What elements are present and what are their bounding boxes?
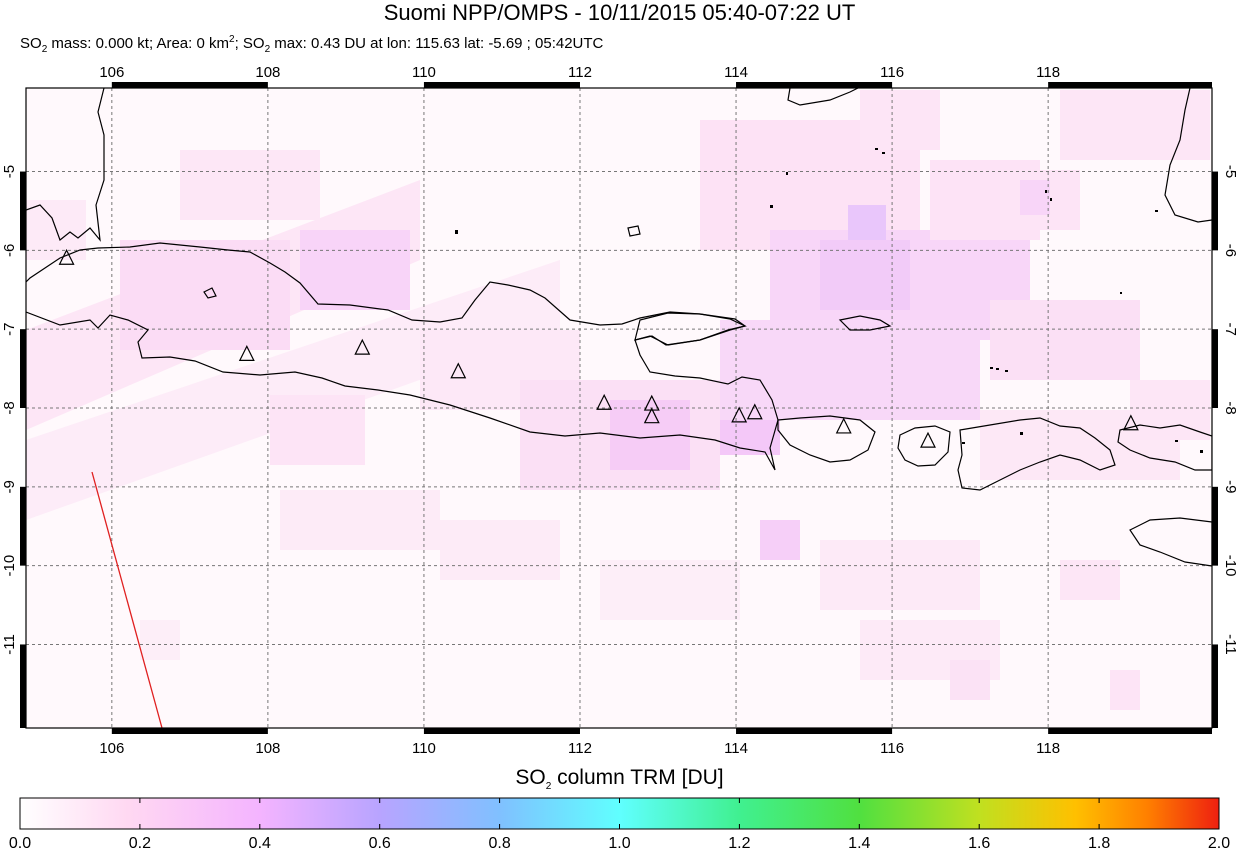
- frame-bar-top: [111, 82, 268, 88]
- colorbar-tick-label: 0.0: [8, 835, 32, 852]
- lat-tick-label-right: -8: [1222, 401, 1239, 414]
- swath-edge-line: [91, 471, 163, 729]
- volcano-markers: [58, 248, 1139, 448]
- volcano-triangle-icon: [58, 248, 75, 265]
- colorbar-tick-label: 0.6: [368, 835, 391, 852]
- small-islands: [455, 148, 1203, 453]
- frame-bar-left: [20, 171, 26, 251]
- sulawesi-coast: [1164, 88, 1212, 223]
- java-coast: [26, 242, 779, 471]
- lat-tick-label-right: -10: [1222, 555, 1239, 577]
- colorbar-tick-label: 1.8: [1087, 835, 1111, 852]
- lon-tick-label-top: 118: [1036, 64, 1060, 81]
- lat-tick-label-right: -9: [1222, 480, 1239, 493]
- bali-coast: [777, 415, 876, 463]
- volcano-triangle-icon: [1122, 414, 1139, 431]
- colorbar-tick-label: 0.4: [248, 835, 271, 852]
- bawean-island: [203, 287, 217, 299]
- volcano-triangle-icon: [354, 338, 371, 355]
- so2-summary: SO2 mass: 0.000 kt; Area: 0 km2; SO2 max…: [20, 34, 604, 55]
- lon-tick-label-bottom: 116: [880, 740, 904, 757]
- frame-bar-left: [20, 329, 26, 408]
- frame-bar-right: [1212, 329, 1218, 408]
- colorbar-tick-label: 1.0: [608, 835, 631, 852]
- frame-bar-bottom: [111, 728, 268, 734]
- frame-bar-right: [1212, 171, 1218, 251]
- lat-tick-label-right: -11: [1222, 634, 1239, 655]
- colorbar-tick-label: 1.4: [848, 835, 871, 852]
- lon-tick-label-top: 108: [255, 64, 280, 81]
- coastlines: [26, 88, 1212, 567]
- colorbar-tick-label: 0.2: [128, 835, 152, 852]
- lon-tick-label-top: 114: [724, 64, 748, 81]
- lon-tick-label-bottom: 112: [568, 740, 592, 757]
- karimunjawa-island: [627, 225, 641, 237]
- lat-tick-label-right: -6: [1222, 244, 1239, 257]
- graticule: [26, 88, 1212, 728]
- kangean-island: [838, 315, 892, 331]
- frame-bar-right: [1212, 486, 1218, 566]
- colorbar-tick-label: 1.2: [728, 835, 751, 852]
- volcano-triangle-icon: [596, 393, 613, 410]
- colorbar-tick-label: 2.0: [1207, 835, 1231, 852]
- volcano-triangle-icon: [643, 407, 660, 424]
- flores-coast: [1117, 424, 1212, 471]
- lon-tick-label-top: 110: [412, 64, 436, 81]
- madura-coast: [634, 312, 747, 346]
- lat-tick-label-left: -8: [1, 401, 18, 414]
- frame-bar-top: [423, 82, 580, 88]
- volcano-triangle-icon: [450, 362, 467, 379]
- frame-bar-bottom: [736, 728, 893, 734]
- lat-tick-label-left: -11: [1, 634, 18, 655]
- lon-tick-label-bottom: 118: [1036, 740, 1060, 757]
- volcano-triangle-icon: [643, 394, 660, 411]
- lon-tick-label-top: 112: [568, 64, 592, 81]
- frame-bar-bottom: [423, 728, 580, 734]
- kalimantan-coast: [787, 88, 859, 106]
- frame-bar-bottom: [1048, 728, 1212, 734]
- lon-tick-label-bottom: 106: [99, 740, 124, 757]
- frame-bar-top: [736, 82, 893, 88]
- map-frame-bars: [20, 82, 1218, 734]
- so2-retrieval-pixels: [26, 88, 1212, 728]
- lat-tick-label-left: -10: [1, 555, 18, 577]
- lat-tick-label-right: -5: [1222, 165, 1239, 178]
- lat-tick-label-left: -5: [1, 165, 18, 178]
- colorbar-tick-label: 0.8: [488, 835, 511, 852]
- volcano-triangle-icon: [238, 345, 255, 362]
- frame-bar-top: [1048, 82, 1212, 88]
- lat-tick-label-left: -7: [1, 323, 18, 336]
- lon-tick-label-bottom: 110: [412, 740, 436, 757]
- sumba-coast: [1129, 517, 1212, 567]
- volcano-triangle-icon: [746, 403, 763, 420]
- frame-bar-left: [20, 644, 26, 728]
- colorbar-tick-label: 1.6: [968, 835, 991, 852]
- lombok-coast: [897, 425, 951, 467]
- lon-tick-label-top: 106: [99, 64, 124, 81]
- lon-tick-label-top: 116: [880, 64, 904, 81]
- axis-tick-labels: 106 106 108 108 110 110 112 112 114 114 116 116 118 1…: [1, 64, 1239, 757]
- volcano-triangle-icon: [920, 431, 936, 448]
- lat-tick-label-left: -6: [1, 244, 18, 257]
- map-title: Suomi NPP/OMPS - 10/11/2015 05:40-07:22 …: [383, 0, 856, 25]
- volcano-triangle-icon: [835, 417, 852, 434]
- colorbar-title: SO2 column TRM [DU]: [515, 766, 724, 793]
- sumatra-coast: [26, 88, 105, 242]
- colorbar-ticks: [19, 798, 1220, 829]
- lon-tick-label-bottom: 108: [255, 740, 280, 757]
- lat-tick-label-left: -9: [1, 480, 18, 493]
- lat-tick-label-right: -7: [1222, 323, 1239, 336]
- frame-bar-left: [20, 486, 26, 566]
- lon-tick-label-bottom: 114: [724, 740, 748, 757]
- frame-bar-right: [1212, 644, 1218, 728]
- volcano-triangle-icon: [731, 406, 748, 423]
- sumbawa-coast: [957, 417, 1116, 491]
